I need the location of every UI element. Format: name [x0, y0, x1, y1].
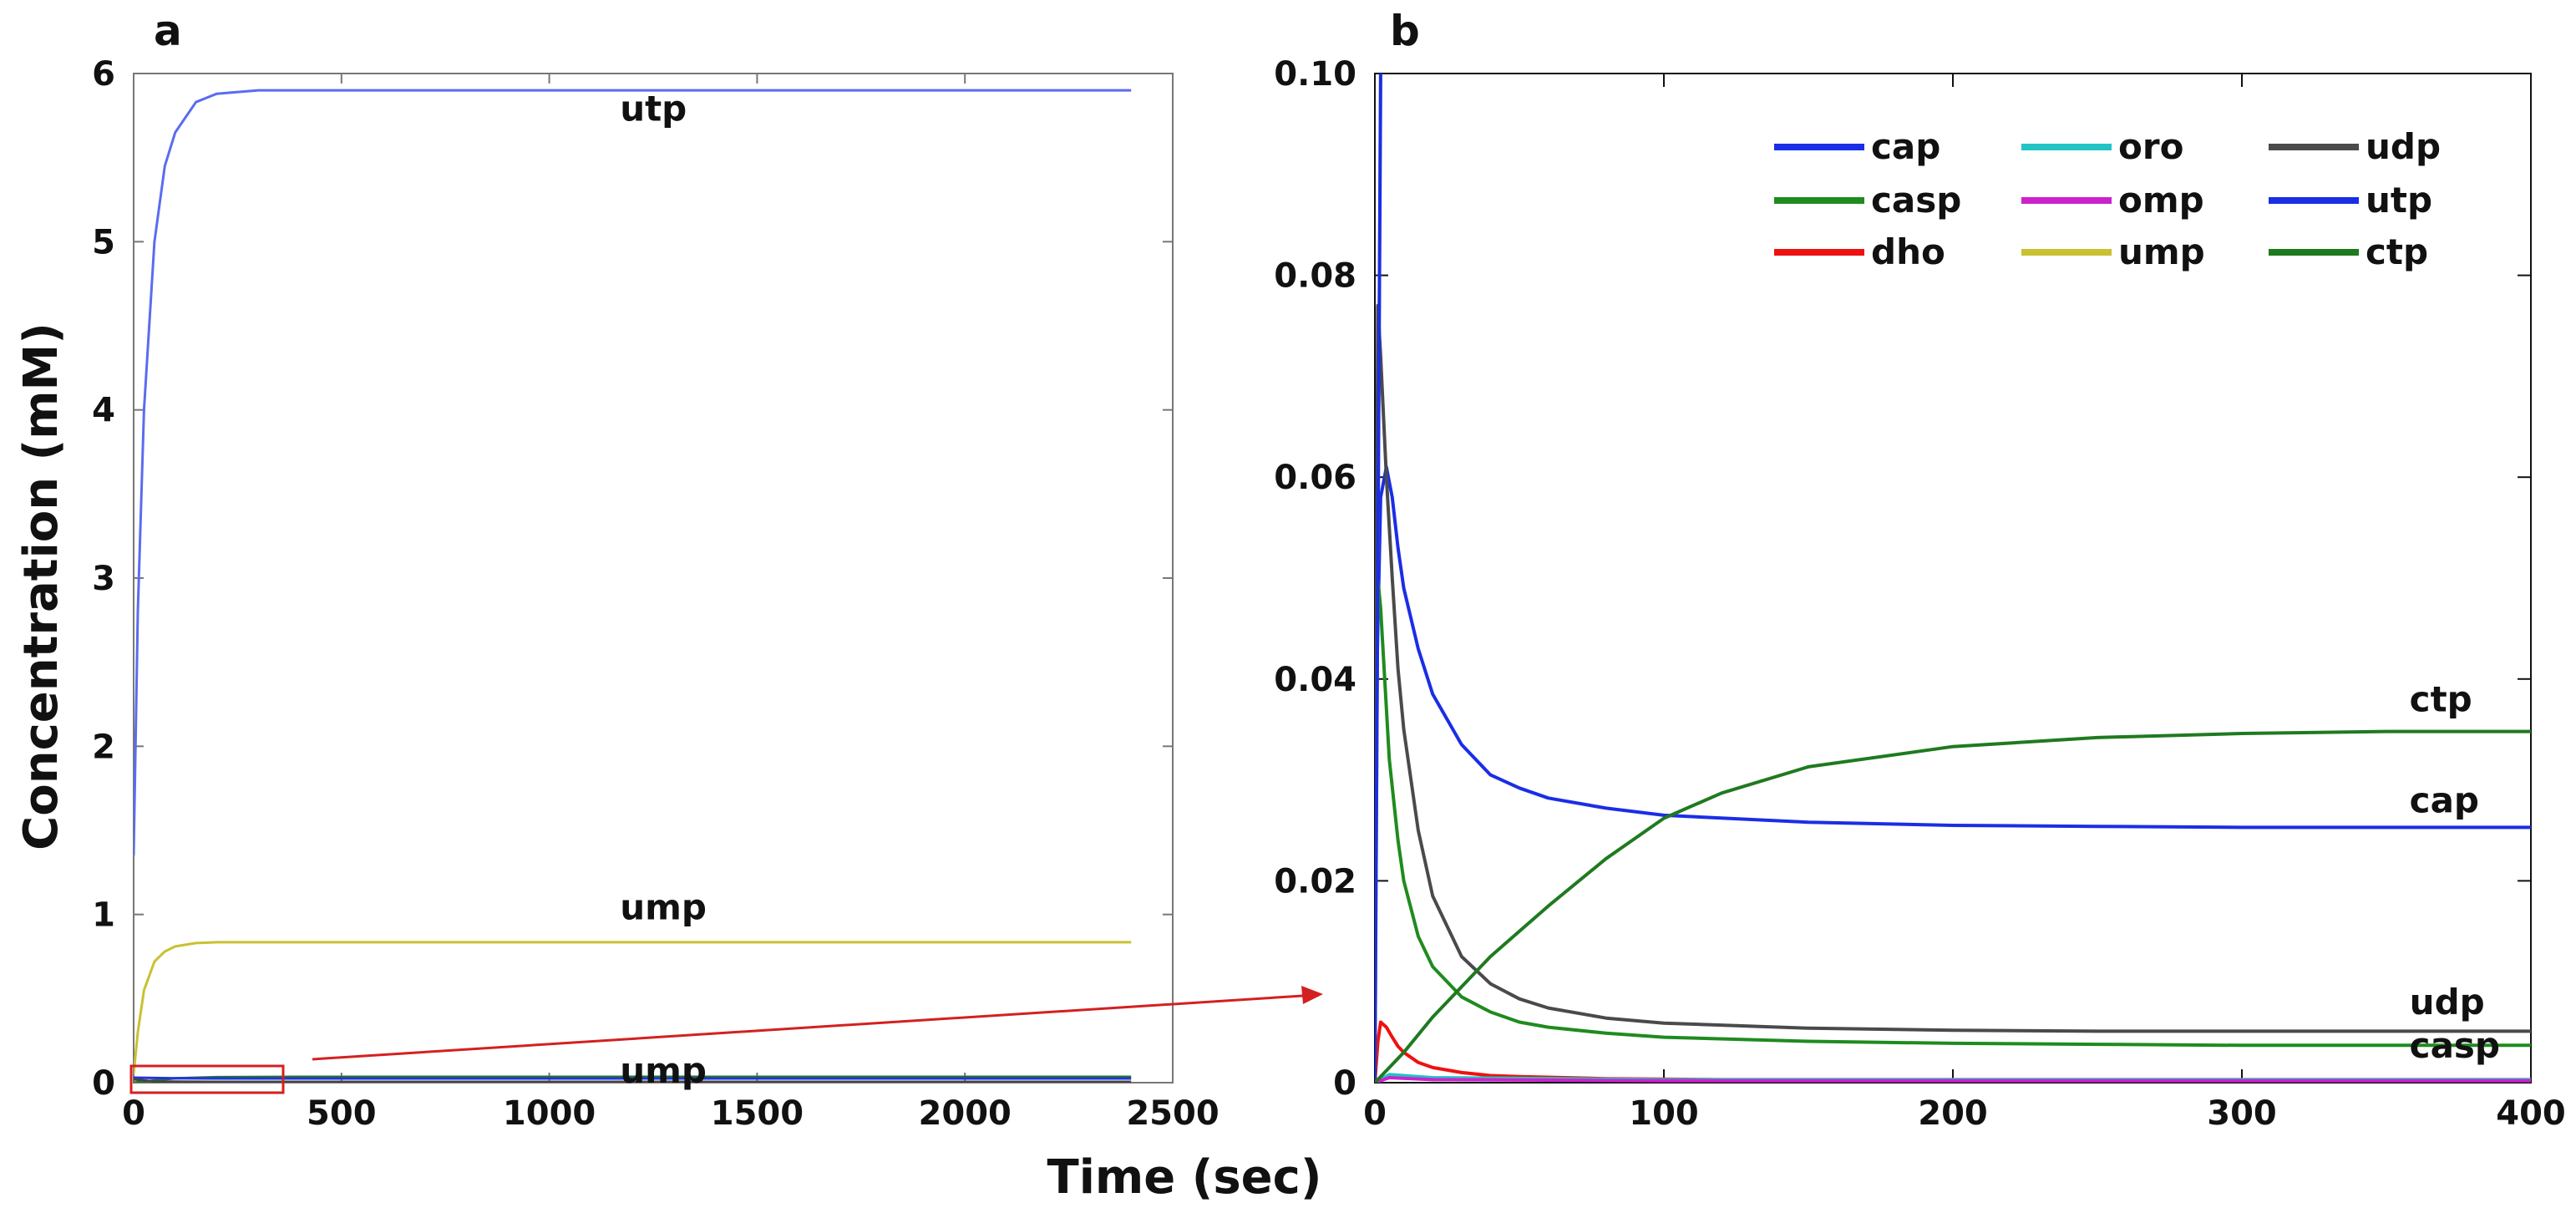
legend-item-dho: dho: [1774, 231, 1945, 272]
panel-b-y-tick-label: 0.02: [1274, 862, 1356, 901]
panel-a-x-tick-label: 500: [307, 1094, 377, 1133]
panel-b-axis-ticks: 0 100 200 300 400 0 0.02 0.04 0.06 0.08 0.10: [1274, 55, 2565, 1133]
panel-a-y-tick-label: 3: [92, 560, 115, 598]
panel-a-y-tick-label: 2: [92, 728, 115, 766]
panel-a-label-ump: ump: [620, 1050, 707, 1091]
panel-b-x-tick-label: 200: [1918, 1094, 1988, 1133]
panel-b-series-casp: [1375, 576, 2531, 1048]
legend-item-casp: casp: [1774, 180, 1961, 221]
panel-b-series-omp: [1375, 1076, 2531, 1083]
panel-letter-a: a: [154, 7, 182, 55]
panel-a-y-tick-label: 4: [92, 392, 115, 430]
panel-b-series: [1375, 74, 2531, 1083]
panel-b-series-cap: [1375, 465, 2531, 830]
panel-b-x-tick-label: 100: [1629, 1094, 1699, 1133]
panel-b-series-ctp: [1375, 729, 2531, 1083]
panel-a-y-tick-label: 1: [92, 896, 115, 935]
panel-a-series-ctp: [134, 1075, 1132, 1083]
panel-b-y-tick-label: 0.08: [1274, 257, 1356, 296]
panel-b-label-udp: udp: [2410, 982, 2485, 1023]
y-axis-title: Concentration (mM): [14, 322, 68, 850]
panel-a-axis-ticks: 0 500 1000 1500 2000 2500 0 1 2 3 4 5 6: [92, 55, 1220, 1133]
panel-a-plot: 0 500 1000 1500 2000 2500 0 1 2 3 4 5 6 utp ump ump: [92, 55, 1220, 1133]
legend-item-ctp: ctp: [2269, 231, 2428, 272]
legend-label-oro: oro: [2118, 126, 2183, 167]
panel-b-series-utp: [1375, 74, 1382, 1083]
legend-item-udp: udp: [2269, 126, 2441, 167]
legend-item-oro: oro: [2021, 126, 2183, 167]
panel-a-series-utp: [134, 89, 1132, 856]
panel-a-annotations: utp ump ump: [620, 88, 707, 1091]
panel-b-x-tick-label: 300: [2207, 1094, 2277, 1133]
legend-label-cap: cap: [1871, 126, 1940, 167]
legend-label-omp: omp: [2118, 180, 2204, 221]
panel-a-x-tick-label: 2500: [1126, 1094, 1219, 1133]
panel-b-y-tick-label: 0.10: [1274, 55, 1356, 94]
panel-b-y-tick-label: 0.04: [1274, 661, 1356, 699]
zoom-arrow: [312, 986, 1323, 1061]
panel-b-y-tick-label: 0.06: [1274, 459, 1356, 497]
legend-label-ump: ump: [2118, 231, 2205, 272]
panel-b-label-casp: casp: [2410, 1025, 2500, 1066]
panel-b-x-tick-label: 400: [2496, 1094, 2566, 1133]
panel-b-y-tick-label: 0: [1333, 1064, 1356, 1103]
legend-label-ctp: ctp: [2366, 231, 2428, 272]
legend-label-utp: utp: [2366, 180, 2432, 221]
panel-a-x-tick-label: 1000: [503, 1094, 596, 1133]
panel-a-x-tick-label: 2000: [919, 1094, 1012, 1133]
panel-letter-b: b: [1390, 7, 1420, 55]
panel-b-label-cap: cap: [2410, 779, 2479, 820]
panel-a-x-tick-label: 1500: [711, 1094, 804, 1133]
panel-a-series: [134, 89, 1132, 1083]
panel-a-x-tick-label: 0: [122, 1094, 145, 1133]
panel-a-zoom-box: [129, 1064, 285, 1094]
panel-a-y-tick-label: 0: [92, 1064, 115, 1103]
legend-item-ump: ump: [2021, 231, 2205, 272]
legend-label-udp: udp: [2366, 126, 2441, 167]
panel-a-y-tick-label: 5: [92, 223, 115, 261]
legend-label-casp: casp: [1871, 180, 1961, 221]
panel-a-label-ump: ump: [620, 887, 707, 928]
legend-item-omp: omp: [2021, 180, 2204, 221]
panel-a-y-tick-label: 6: [92, 55, 115, 94]
legend-label-dho: dho: [1871, 231, 1945, 272]
panel-b-label-ctp: ctp: [2410, 678, 2472, 719]
panel-b-x-tick-label: 0: [1363, 1094, 1387, 1133]
x-axis-title: Time (sec): [1047, 1150, 1322, 1205]
legend-item-utp: utp: [2269, 180, 2432, 221]
panel-a-label-utp: utp: [620, 88, 687, 129]
panel-a-series-ump: [134, 941, 1132, 1075]
legend-item-cap: cap: [1774, 126, 1940, 167]
panel-b-legend: cap casp dho oro omp ump udp utp ctp: [1774, 126, 2441, 272]
panel-a-series-udp: [134, 1078, 1132, 1083]
